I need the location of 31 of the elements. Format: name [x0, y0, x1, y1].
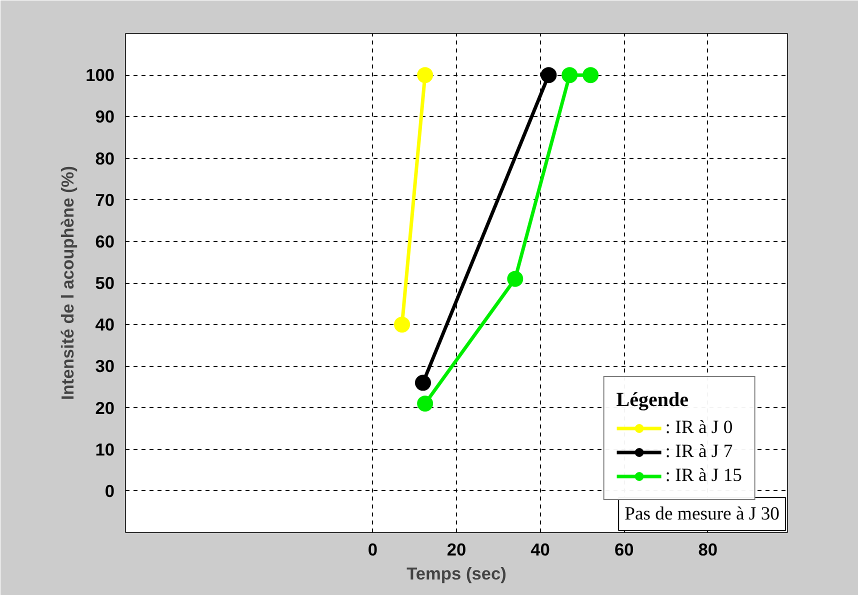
point — [582, 67, 599, 84]
point — [562, 67, 578, 84]
legend-label: : IR à J 7 — [665, 441, 733, 463]
y-tick-label: 70 — [95, 190, 115, 210]
y-tick-label: 0 — [104, 480, 115, 501]
y-tick-label: 20 — [95, 398, 115, 418]
y-tick-label: 100 — [86, 65, 115, 86]
legend-label: : IR à J 0 — [665, 417, 733, 439]
x-tick-label: 20 — [446, 540, 466, 560]
legend-label: : IR à J 15 — [665, 465, 742, 487]
point — [507, 270, 524, 287]
x-tick-label: 0 — [368, 540, 378, 560]
y-tick-label: 10 — [95, 439, 115, 460]
y-tick-label: 60 — [95, 231, 115, 252]
point — [394, 316, 410, 333]
point — [540, 67, 557, 84]
x-tick-label: 80 — [698, 540, 718, 560]
point — [414, 374, 431, 391]
y-tick-label: 30 — [95, 356, 115, 376]
y-tick-label: 90 — [95, 106, 115, 127]
point — [417, 67, 434, 84]
y-axis-title: Intensité de l acouphène (%) — [58, 166, 78, 400]
annotation: Pas de mesure à J 30 — [624, 504, 780, 524]
y-tick-label: 80 — [95, 148, 115, 168]
point — [417, 396, 434, 412]
y-tick-label: 50 — [95, 273, 115, 293]
x-tick-label: 40 — [530, 540, 550, 560]
x-tick-label: 60 — [614, 540, 634, 560]
y-tick-label: 40 — [95, 314, 115, 335]
legend-title: Légende — [616, 389, 690, 412]
x-axis-title: Temps (sec) — [406, 564, 506, 584]
